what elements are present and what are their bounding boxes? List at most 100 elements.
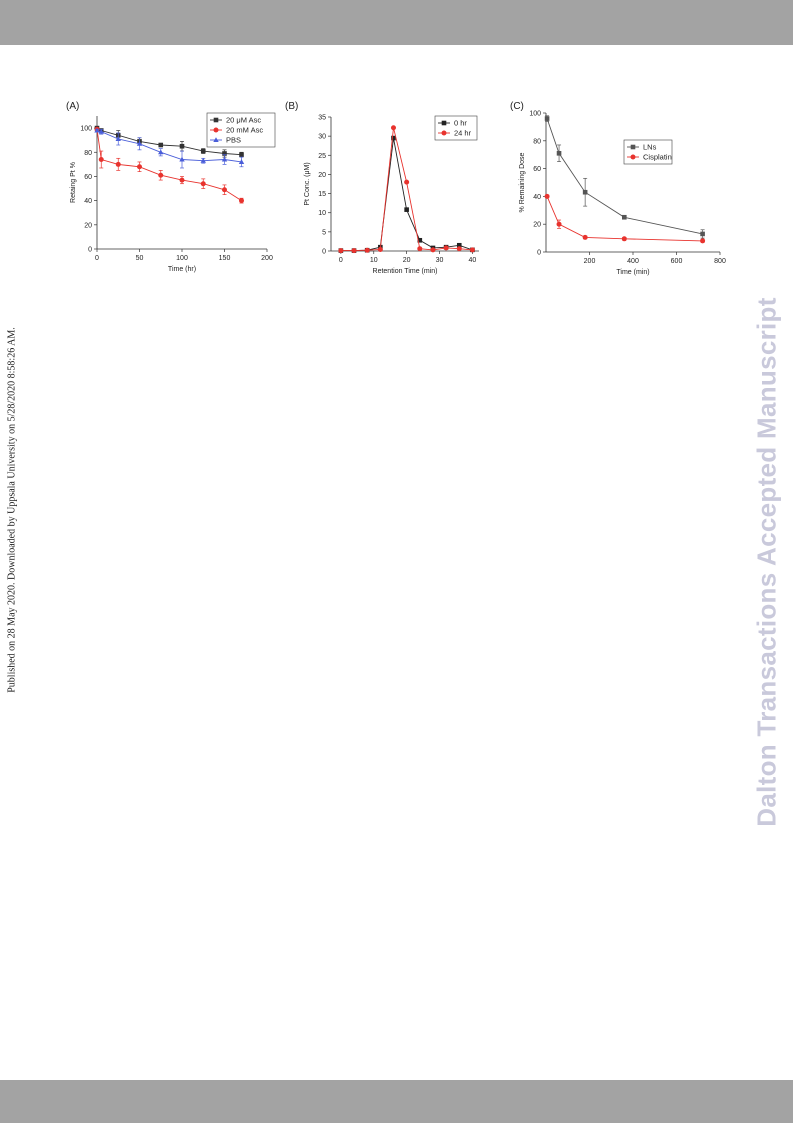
data-point [582, 189, 588, 195]
series-line-1 [340, 127, 473, 252]
x-axis-label: Time (hr) [168, 266, 196, 273]
y-tick-label: 0 [88, 247, 92, 254]
panel-label: (C) [510, 101, 524, 112]
panel-c-chart: (C) 200 400 600 800 0 20 40 60 80 100 Time (min) % R… [510, 101, 726, 276]
data-point [136, 141, 143, 146]
x-tick-label: 100 [176, 255, 188, 262]
data-point [179, 156, 185, 162]
data-point [221, 156, 228, 162]
data-point [456, 242, 462, 248]
x-tick-label: 30 [436, 257, 444, 264]
legend-label: 20 μM Asc [226, 116, 261, 125]
data-point [338, 248, 344, 254]
y-tick-label: 40 [84, 198, 92, 205]
data-point [430, 247, 436, 253]
y-tick-label: 20 [533, 222, 541, 229]
data-point [200, 148, 206, 154]
data-point [158, 172, 164, 178]
data-point [417, 246, 423, 252]
data-point [98, 157, 104, 163]
legend-label: 20 mM Asc [226, 126, 263, 135]
y-axis-label: % Remaining Dose [519, 152, 526, 212]
data-point [94, 127, 100, 133]
y-tick-label: 35 [318, 115, 326, 122]
series-line-0 [340, 138, 473, 252]
x-tick-label: 600 [671, 258, 683, 265]
data-point [621, 236, 627, 242]
legend-swatch-marker [630, 154, 636, 160]
data-point [222, 151, 227, 156]
x-axis-label: Retention Time (min) [373, 268, 438, 275]
data-point [622, 214, 627, 220]
data-point [556, 221, 562, 227]
legend-swatch-marker [213, 137, 219, 142]
data-point [351, 248, 357, 254]
data-point [137, 164, 142, 170]
y-tick-label: 10 [318, 210, 326, 217]
x-tick-label: 200 [584, 258, 596, 265]
data-point [364, 247, 370, 253]
data-point [377, 246, 383, 252]
data-point [556, 151, 562, 156]
data-point [115, 161, 121, 167]
data-point [158, 149, 164, 155]
x-tick-label: 800 [714, 258, 726, 265]
data-point [390, 125, 396, 131]
data-point [115, 136, 121, 141]
data-point [700, 231, 705, 237]
data-point [544, 193, 550, 199]
data-point [404, 179, 410, 185]
legend-box [434, 115, 478, 141]
y-tick-label: 100 [529, 111, 541, 118]
x-tick-label: 0 [95, 255, 99, 262]
y-tick-label: 80 [533, 138, 541, 145]
y-tick-label: 15 [318, 191, 326, 198]
data-point [179, 143, 185, 149]
x-tick-label: 400 [627, 258, 639, 265]
y-tick-label: 0 [537, 250, 541, 257]
y-tick-label: 0 [322, 249, 326, 256]
legend-label: 24 hr [454, 129, 472, 138]
legend-label: LNs [643, 143, 657, 152]
data-point [179, 177, 185, 183]
x-tick-label: 200 [261, 255, 273, 262]
data-point [239, 152, 244, 157]
y-tick-label: 100 [80, 126, 92, 133]
data-point [200, 157, 206, 163]
legend-box [623, 139, 673, 165]
data-point [469, 247, 475, 253]
x-tick-label: 50 [136, 255, 144, 262]
y-axis-label: Retaing Pt % [70, 162, 77, 203]
y-tick-label: 60 [84, 174, 92, 181]
data-point [238, 159, 245, 164]
y-tick-label: 5 [322, 229, 326, 236]
panel-label: (A) [66, 101, 79, 112]
data-point [404, 207, 409, 212]
y-tick-label: 60 [533, 166, 541, 173]
data-point [417, 237, 423, 243]
y-tick-label: 40 [533, 194, 541, 201]
data-point [582, 234, 588, 240]
x-tick-label: 40 [469, 257, 477, 264]
data-point [700, 238, 706, 244]
panel-b-chart: (B) 0 10 20 30 40 0 5 10 15 20 25 30 35 Retention Time… [285, 101, 479, 275]
legend-label: 0 hr [454, 119, 467, 128]
panel-label: (B) [285, 101, 298, 112]
legend-swatch-marker [441, 130, 447, 136]
legend-swatch-marker [441, 120, 447, 126]
data-point [200, 181, 206, 187]
panel-a-chart: (A) 0 50 100 150 200 0 20 40 60 80 100 Time (hr) Reta… [66, 101, 276, 273]
data-point [222, 187, 227, 193]
y-tick-label: 20 [318, 172, 326, 179]
y-axis-label: Pt Conc. (μM) [304, 162, 311, 205]
data-point [158, 142, 164, 148]
x-tick-label: 150 [219, 255, 231, 262]
x-axis-label: Time (min) [616, 269, 649, 276]
x-tick-label: 20 [403, 257, 411, 264]
x-tick-label: 10 [370, 257, 378, 264]
legend-swatch-marker [213, 117, 219, 123]
data-point [443, 245, 449, 251]
data-point [456, 246, 462, 252]
legend-swatch-marker [213, 127, 219, 133]
